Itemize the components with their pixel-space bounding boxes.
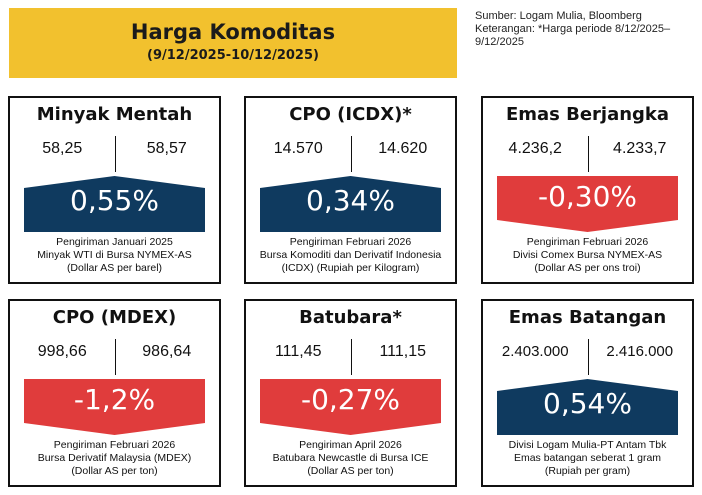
note-line-1: Pengiriman Februari 2026 [526,236,649,248]
card-title: CPO (ICDX)* [289,104,412,125]
price-values: 2.403.000 2.416.000 [483,339,692,375]
price-previous: 998,66 [37,343,87,360]
price-current: 58,57 [146,140,187,157]
value-divider [587,136,589,172]
price-current: 2.416.000 [606,343,674,360]
price-current: 986,64 [142,343,192,360]
change-badge: -1,2% [24,379,205,435]
card-note: Pengiriman April 2026 Batubara Newcastle… [246,439,455,478]
commodity-card-cpo-icdx: CPO (ICDX)* 14.570 14.620 0,34% Pengirim… [244,96,457,284]
price-current: 14.620 [378,140,428,157]
note-line-3: (ICDX) (Rupiah per Kilogram) [281,262,420,274]
change-arrow-shape [497,379,678,435]
change-badge: -0,27% [260,379,441,435]
note-line-3: (Dollar AS per ons troi) [534,262,641,274]
price-previous: 4.236,2 [508,140,562,157]
note-line-3: (Dollar AS per barel) [66,262,163,274]
card-note: Pengiriman Januari 2025 Minyak WTI di Bu… [10,236,219,275]
change-percent: -0,30% [537,180,638,213]
card-note: Pengiriman Februari 2026 Divisi Comex Bu… [483,236,692,275]
change-arrow-shape [260,176,441,232]
commodity-card-emas-berjangka: Emas Berjangka 4.236,2 4.233,7 -0,30% Pe… [481,96,694,284]
period-label: (9/12/2025-10/12/2025) [147,48,319,63]
change-percent: 0,55% [70,184,159,217]
note-line-1: Pengiriman Februari 2026 [53,439,176,451]
note-line-1: Pengiriman Februari 2026 [289,236,412,248]
price-values: 4.236,2 4.233,7 [483,136,692,172]
remark-line: Keterangan: *Harga periode 8/12/2025– [475,23,671,35]
card-note: Pengiriman Februari 2026 Bursa Derivatif… [10,439,219,478]
price-values: 14.570 14.620 [246,136,455,172]
note-line-3: (Dollar AS per ton) [307,465,394,477]
change-badge: 0,34% [260,176,441,232]
change-percent: 0,54% [543,387,632,420]
card-title: Minyak Mentah [36,104,193,125]
card-title: CPO (MDEX) [52,307,177,328]
card-title: Emas Batangan [508,307,667,328]
commodity-card-batubara: Batubara* 111,45 111,15 -0,27% Pengirima… [244,299,457,487]
price-current: 4.233,7 [613,140,667,157]
price-previous: 58,25 [42,140,83,157]
note-line-3: (Dollar AS per ton) [71,465,158,477]
price-previous: 2.403.000 [501,343,569,360]
title-banner: Harga Komoditas (9/12/2025-10/12/2025) [9,8,457,78]
card-note: Divisi Logam Mulia-PT Antam Tbk Emas bat… [483,439,692,478]
note-line-1: Pengiriman Januari 2025 [56,236,173,248]
value-divider [587,339,589,375]
note-line-2: Minyak WTI di Bursa NYMEX-AS [37,249,192,261]
source-note: Sumber: Logam Mulia, Bloomberg Keteranga… [475,10,700,49]
price-previous: 14.570 [273,140,323,157]
note-line-1: Divisi Logam Mulia-PT Antam Tbk [508,439,667,451]
change-percent: -1,2% [73,383,156,416]
price-values: 58,25 58,57 [10,136,219,172]
commodity-card-minyak-mentah: Minyak Mentah 58,25 58,57 0,55% Pengirim… [8,96,221,284]
page-title: Harga Komoditas [130,20,336,44]
change-arrow-shape [260,379,441,435]
remark-line-cont: 9/12/2025 [475,36,524,48]
price-current: 111,15 [379,343,427,360]
value-divider [350,136,352,172]
commodity-card-emas-batangan: Emas Batangan 2.403.000 2.416.000 0,54% … [481,299,694,487]
note-line-2: Bursa Komoditi dan Derivatif Indonesia [259,249,442,261]
note-line-2: Bursa Derivatif Malaysia (MDEX) [37,452,192,464]
note-line-2: Divisi Comex Bursa NYMEX-AS [512,249,663,261]
change-badge: 0,55% [24,176,205,232]
note-line-1: Pengiriman April 2026 [299,439,402,451]
note-line-3: (Rupiah per gram) [544,465,631,477]
change-arrow-shape [24,379,205,435]
change-percent: -0,27% [300,383,401,416]
price-previous: 111,45 [274,343,322,360]
price-values: 998,66 986,64 [10,339,219,375]
card-title: Emas Berjangka [505,104,670,125]
source-line: Sumber: Logam Mulia, Bloomberg [475,10,642,22]
change-arrow-shape [497,176,678,232]
note-line-2: Emas batangan seberat 1 gram [513,452,662,464]
value-divider [114,136,116,172]
change-badge: -0,30% [497,176,678,232]
note-line-2: Batubara Newcastle di Bursa ICE [272,452,429,464]
value-divider [114,339,116,375]
commodity-card-cpo-mdex: CPO (MDEX) 998,66 986,64 -1,2% Pengirima… [8,299,221,487]
card-note: Pengiriman Februari 2026 Bursa Komoditi … [246,236,455,275]
change-badge: 0,54% [497,379,678,435]
change-percent: 0,34% [306,184,395,217]
value-divider [350,339,352,375]
price-values: 111,45 111,15 [246,339,455,375]
change-arrow-shape [24,176,205,232]
card-title: Batubara* [299,307,402,328]
